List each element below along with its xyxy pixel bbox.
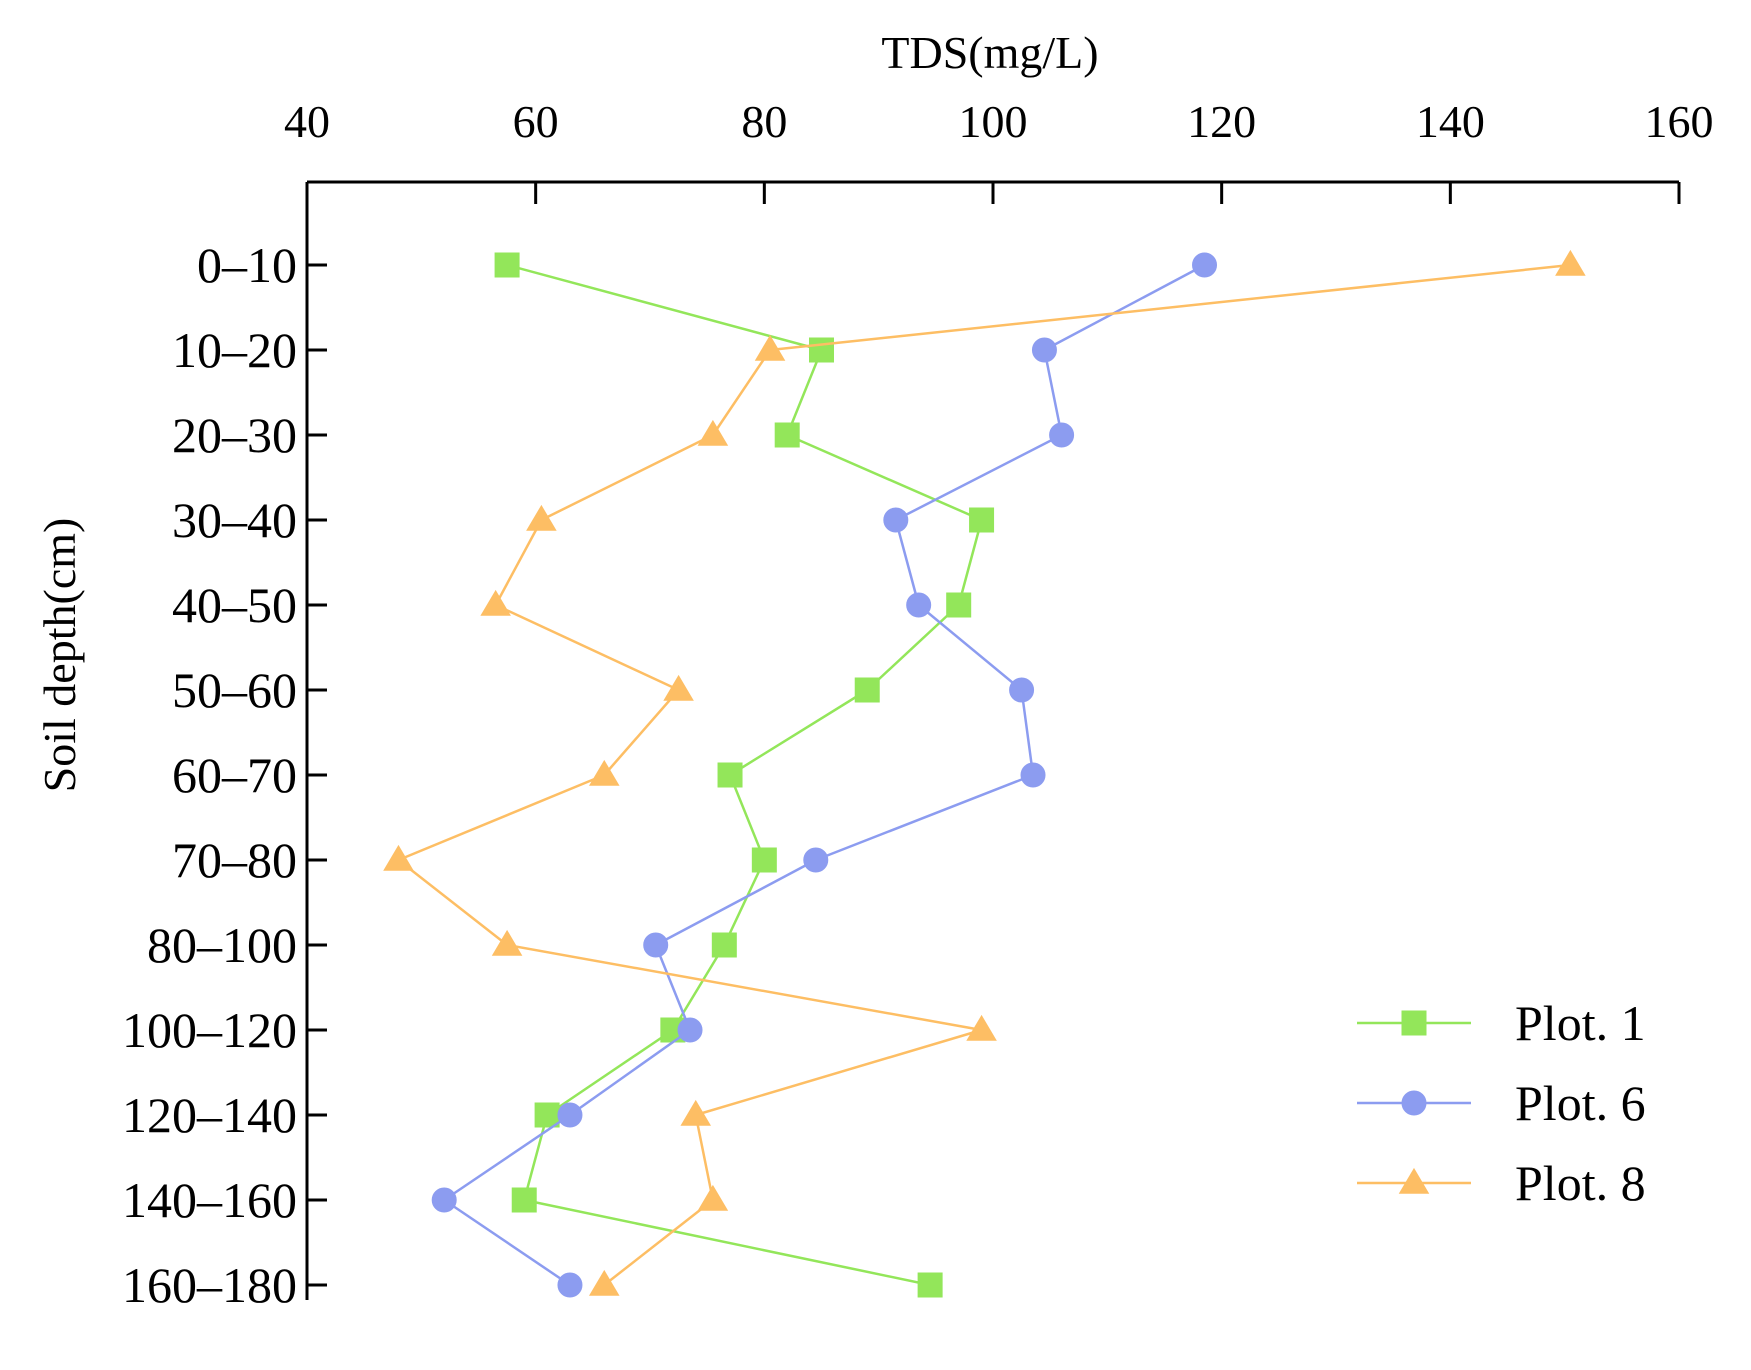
data-point [1555,249,1586,276]
legend-item: Plot. 6 [1357,1075,1646,1131]
legend-label: Plot. 6 [1515,1075,1646,1131]
y-tick-label: 60–70 [172,747,297,803]
data-point [491,929,523,956]
series-3 [383,249,1586,1296]
legend-item: Plot. 8 [1357,1155,1646,1211]
x-axis-title: TDS(mg/L) [881,27,1098,78]
data-point [534,1102,560,1128]
legend-marker [1401,1090,1427,1116]
data-point [1192,252,1218,278]
series-1 [494,252,995,1298]
y-tick-label: 50–60 [172,662,297,718]
data-point [711,932,737,958]
x-tick-label: 140 [1416,96,1485,147]
y-tick-label: 40–50 [172,577,297,633]
x-tick-label: 40 [284,96,330,147]
data-point [511,1187,537,1213]
y-axis-title: Soil depth(cm) [34,518,85,793]
series-line-plot-1 [506,263,983,1287]
data-point [883,507,909,533]
series-line-plot-6 [442,263,1206,1287]
data-point [677,1017,703,1043]
data-point [697,1184,729,1211]
data-point [557,1272,583,1298]
data-point [751,847,777,873]
legend-item: Plot. 1 [1357,995,1646,1051]
data-point [754,334,786,361]
data-point [494,252,520,278]
data-point [1009,677,1035,703]
data-point [680,1099,712,1126]
data-point [906,592,932,618]
legend: Plot. 1 Plot. 6 Plot. 8 [1357,995,1646,1211]
x-ticks: 40 60 80 100 120 140 160 [284,96,1714,204]
series-layer [383,249,1586,1298]
legend-marker [1401,1010,1427,1036]
data-point [588,759,620,786]
y-tick-label: 10–20 [172,322,297,378]
y-tick-label: 30–40 [172,492,297,548]
data-point [969,507,995,533]
data-point [966,1014,997,1041]
y-ticks: 0–10 10–20 20–30 30–40 40–50 50–60 60–70 70–80 8… [122,237,327,1313]
y-tick-label: 20–30 [172,407,297,463]
data-point [663,674,694,701]
y-tick-label: 80–100 [147,917,297,973]
data-point [431,1187,457,1213]
data-point [697,419,729,446]
data-point [717,762,743,788]
x-tick-label: 100 [959,96,1028,147]
data-point [854,677,880,703]
x-tick-label: 60 [513,96,559,147]
data-point [383,844,414,871]
data-point [1031,337,1057,363]
x-tick-label: 80 [741,96,787,147]
data-point [588,1269,620,1296]
x-tick-label: 160 [1645,96,1714,147]
series-2 [431,252,1218,1298]
data-point [946,592,972,618]
y-tick-label: 0–10 [197,237,297,293]
data-point [809,337,834,363]
y-tick-label: 160–180 [122,1257,297,1313]
data-point [526,504,557,531]
data-point [643,932,669,958]
data-point [803,847,829,873]
data-point [557,1102,583,1128]
y-tick-label: 140–160 [122,1172,297,1228]
y-tick-label: 120–140 [122,1087,297,1143]
legend-label: Plot. 1 [1515,995,1646,1051]
x-tick-label: 120 [1187,96,1256,147]
data-point [1020,762,1046,788]
series-line-plot-8 [397,263,1571,1286]
data-point [917,1272,943,1298]
legend-label: Plot. 8 [1515,1155,1646,1211]
y-tick-label: 100–120 [122,1002,297,1058]
y-tick-label: 70–80 [172,832,297,888]
legend-marker [1398,1167,1430,1194]
data-point [774,422,800,448]
data-point [1049,422,1075,448]
data-point [480,589,511,616]
